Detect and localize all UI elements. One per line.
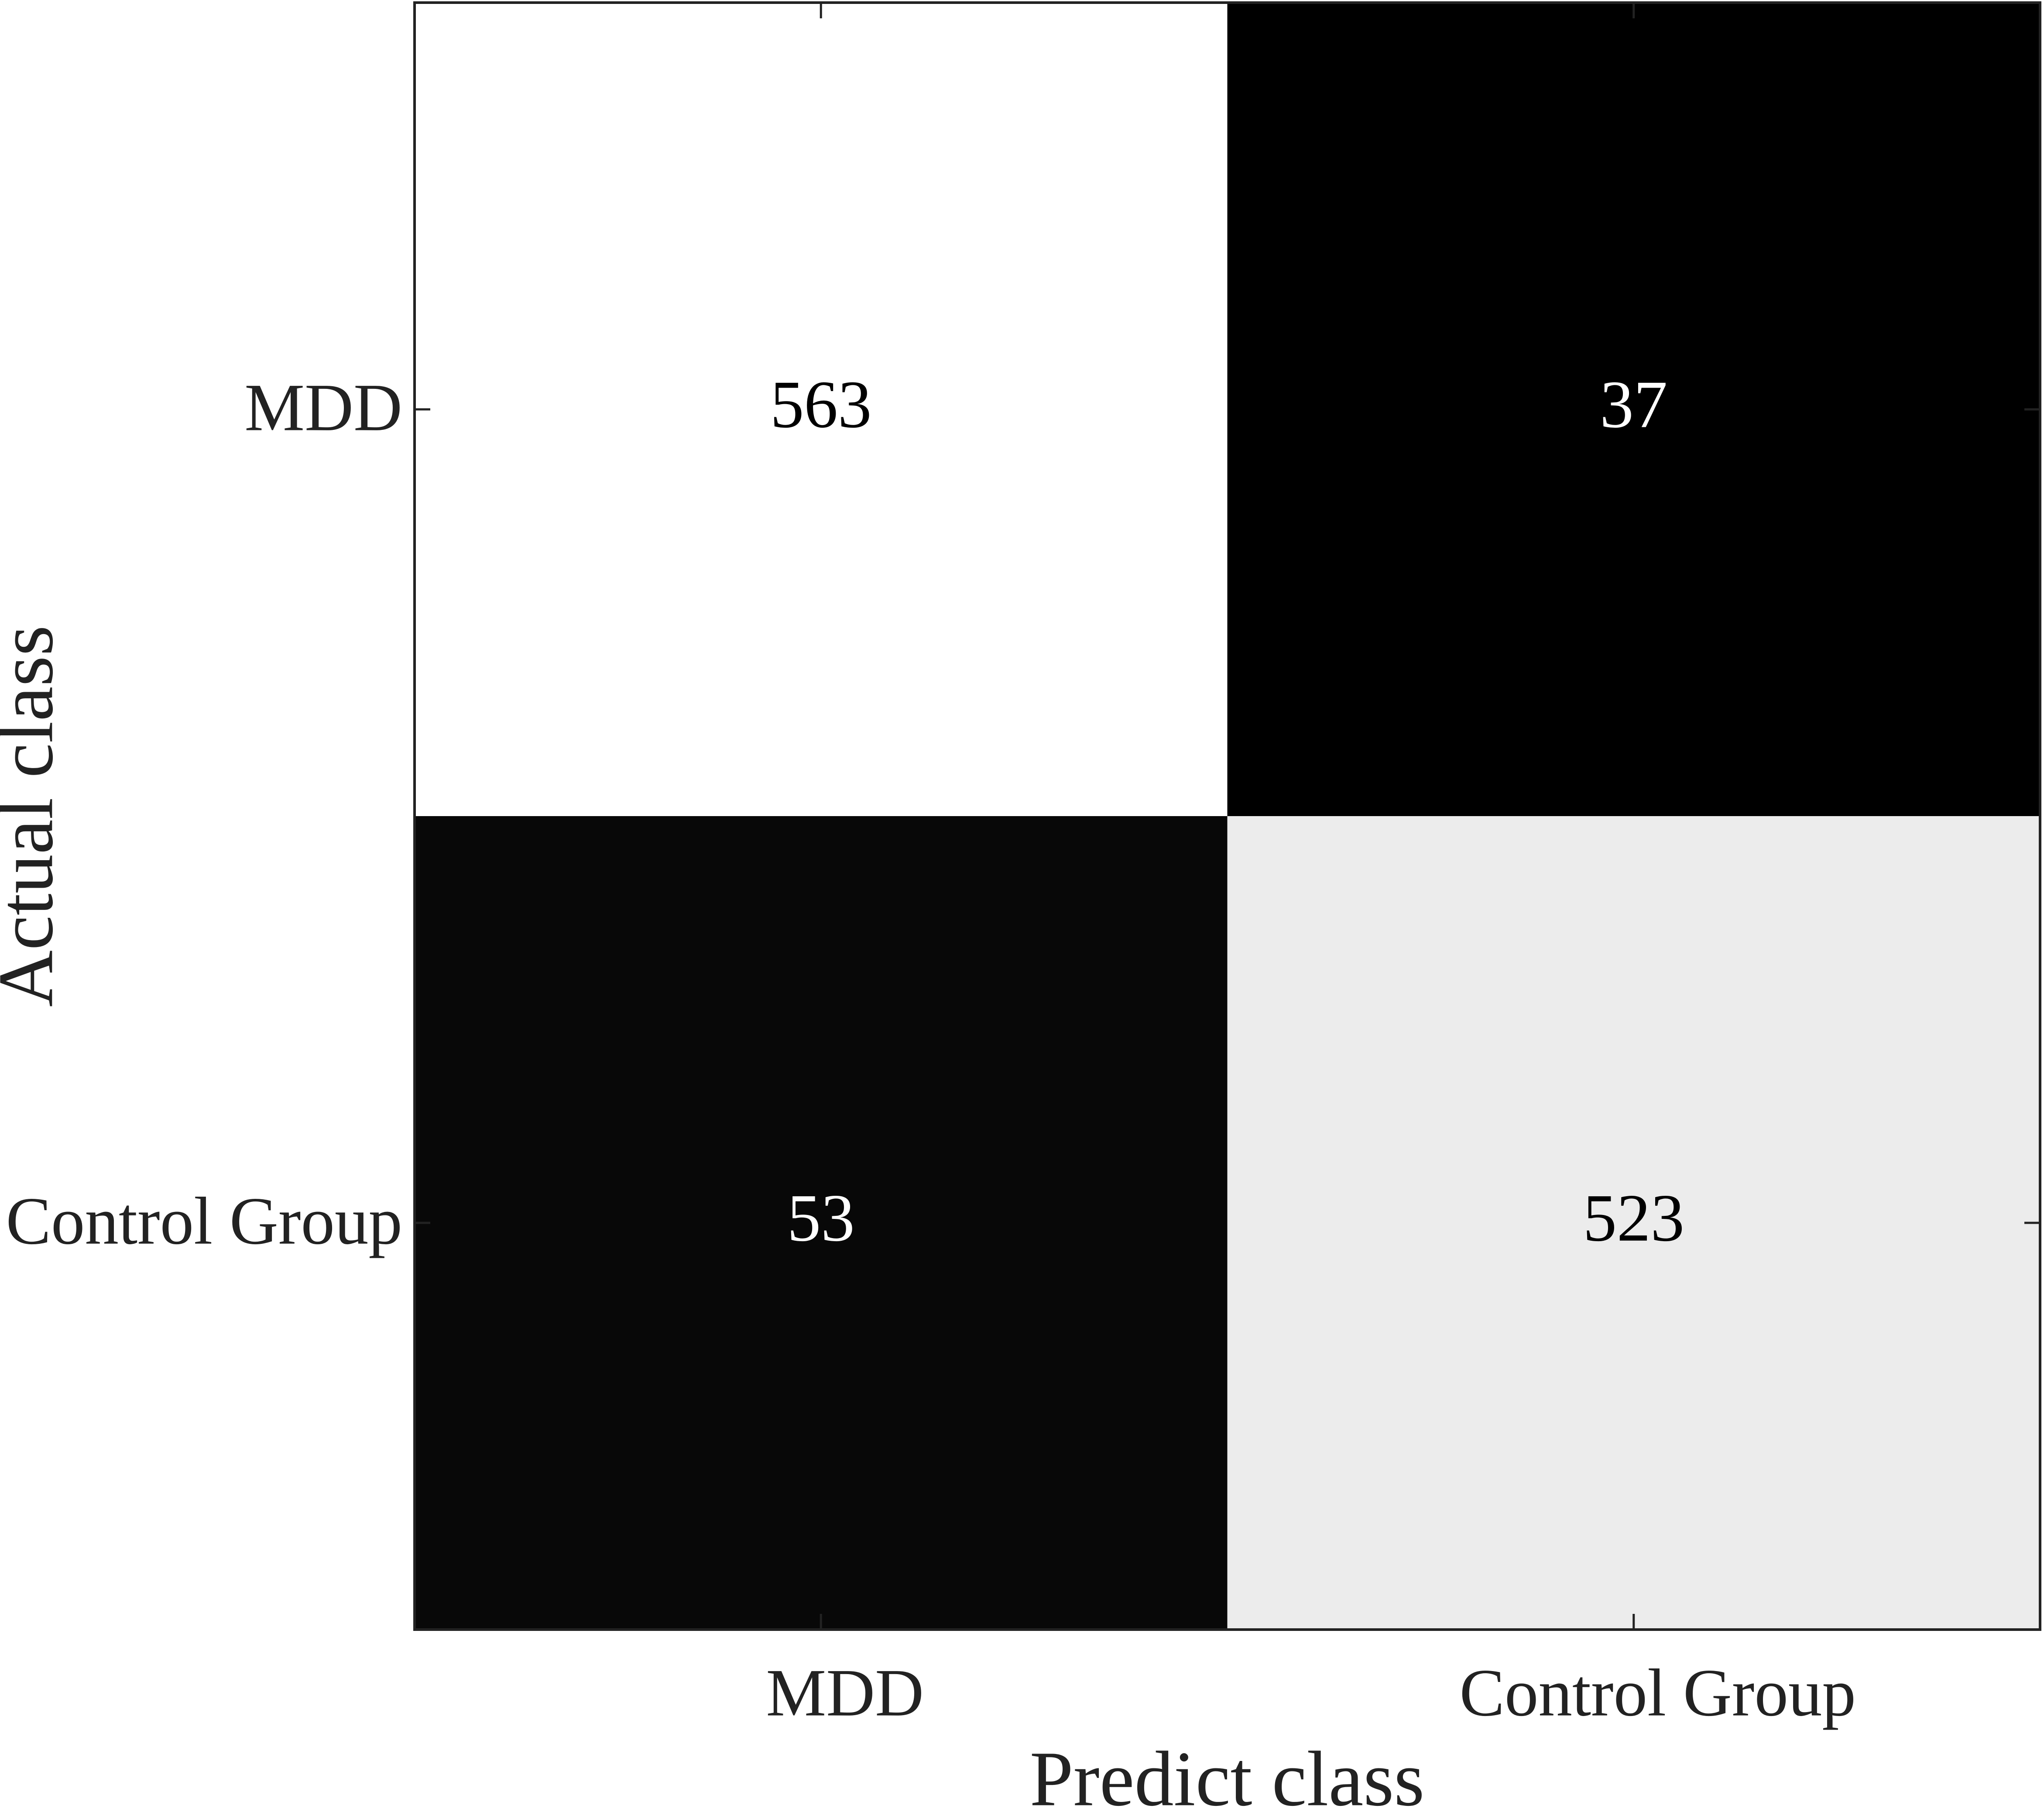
x-tick-label: MDD — [766, 1655, 924, 1730]
plot-frame — [413, 1, 2041, 1631]
cell-value-label: 53 — [787, 1181, 855, 1256]
y-tick-label: Control Group — [6, 1184, 402, 1259]
x-axis-label: Predict class — [1030, 1735, 1425, 1819]
cell-value-label: 523 — [1583, 1181, 1685, 1256]
y-tick-label: MDD — [244, 370, 402, 445]
heatmap-cell — [1227, 816, 2040, 1630]
heatmap-cell — [1227, 3, 2040, 816]
y-axis-label: Actual class — [0, 625, 69, 1007]
x-tick-label: Control Group — [1460, 1655, 1856, 1730]
cell-value-label: 563 — [770, 367, 872, 442]
cell-value-label: 37 — [1600, 367, 1667, 442]
heatmap-cell — [415, 816, 1228, 1630]
heatmap-cell — [415, 3, 1228, 816]
